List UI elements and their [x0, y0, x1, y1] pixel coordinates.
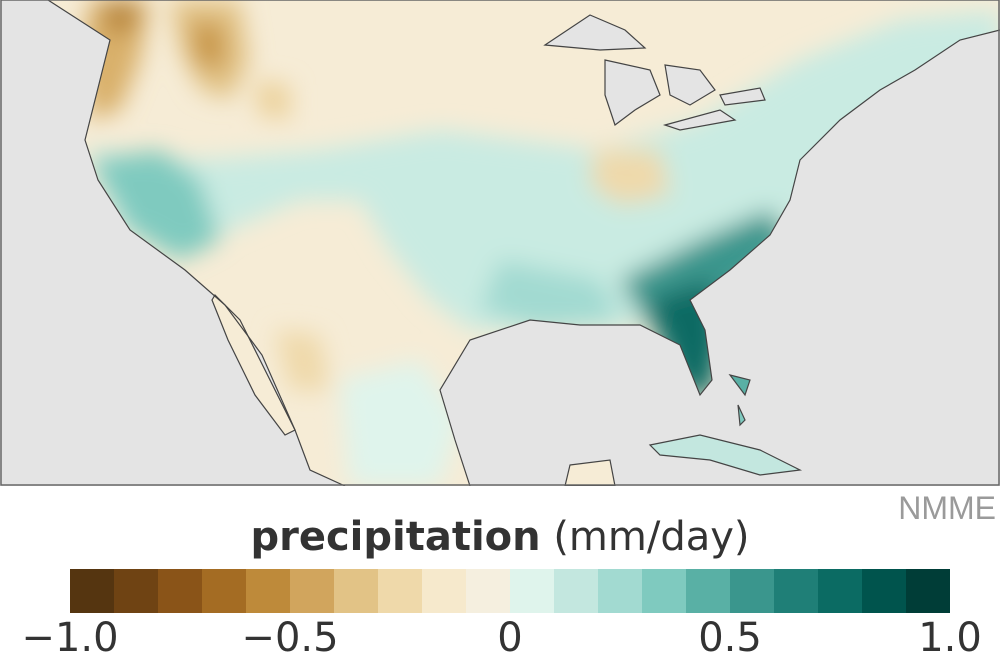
color-swatch [114, 569, 159, 613]
color-scale-ticks: −1.0 −0.5 0 0.5 1.0 [0, 615, 1000, 665]
color-swatch [774, 569, 819, 613]
color-swatch [70, 569, 115, 613]
scale-tick-label: −0.5 [241, 615, 339, 661]
color-scale-bar [70, 569, 950, 613]
data-source-credit: NMME [898, 490, 996, 526]
legend-title-variable: precipitation [250, 514, 541, 560]
color-swatch [906, 569, 950, 613]
baja-peninsula [211, 294, 296, 436]
color-swatch [862, 569, 907, 613]
great-lakes [543, 14, 766, 131]
color-swatch [686, 569, 731, 613]
color-swatch [466, 569, 511, 613]
map-frame [0, 0, 1000, 486]
color-swatch [642, 569, 687, 613]
color-swatch [554, 569, 599, 613]
legend-title: precipitation (mm/day) [0, 514, 1000, 560]
color-swatch [730, 569, 775, 613]
coastline [47, 0, 1000, 486]
caribbean-islands [564, 374, 803, 486]
color-swatch [510, 569, 555, 613]
color-swatch [378, 569, 423, 613]
scale-tick-label: 1.0 [918, 615, 982, 661]
color-swatch [334, 569, 379, 613]
scale-tick-label: −1.0 [21, 615, 119, 661]
color-swatch [158, 569, 203, 613]
color-swatch [290, 569, 335, 613]
legend-title-unit: (mm/day) [553, 514, 750, 560]
precipitation-map [0, 0, 1000, 486]
scale-tick-label: 0.5 [698, 615, 762, 661]
scale-tick-label: 0 [497, 615, 523, 661]
color-swatch [422, 569, 467, 613]
color-swatch [598, 569, 643, 613]
color-swatch [202, 569, 247, 613]
color-swatch [246, 569, 291, 613]
color-swatch [818, 569, 863, 613]
